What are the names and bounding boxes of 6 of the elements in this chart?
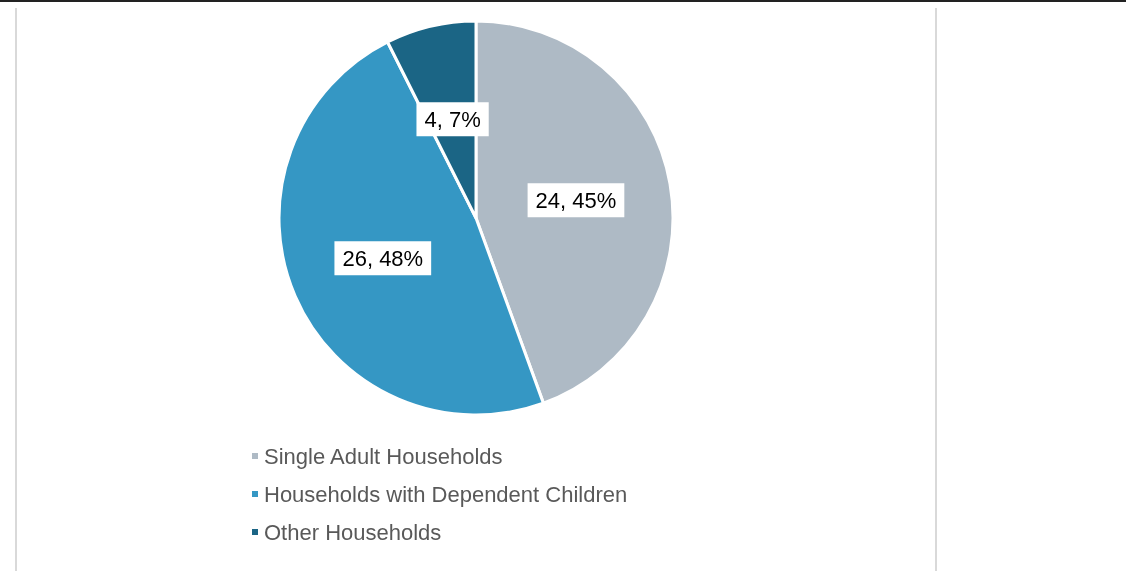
legend-label: Households with Dependent Children (264, 481, 628, 507)
data-label: 26, 48% (342, 245, 424, 271)
legend-label: Single Adult Households (264, 443, 503, 469)
data-label: 4, 7% (424, 106, 481, 132)
data-label: 24, 45% (535, 187, 617, 213)
legend-label: Other Households (264, 519, 442, 545)
